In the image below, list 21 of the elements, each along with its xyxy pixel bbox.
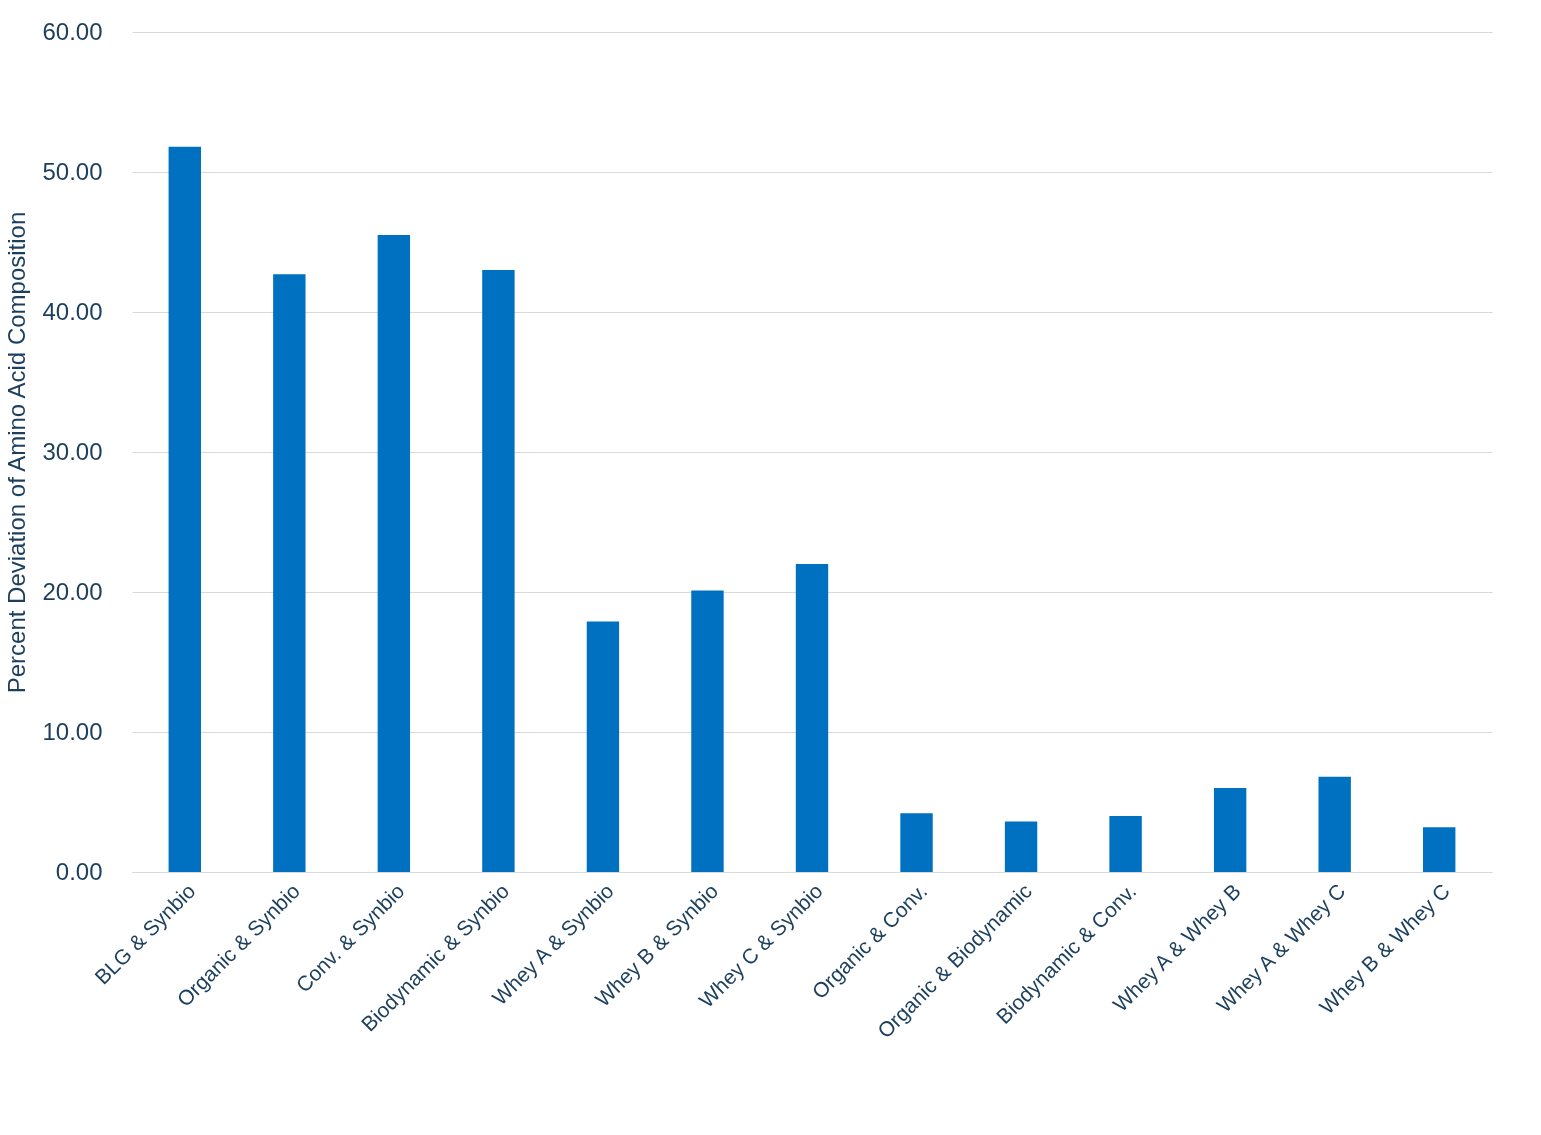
bar [900, 813, 933, 872]
bar [1004, 821, 1038, 872]
bar [482, 270, 515, 872]
y-tick-label: 40.00 [42, 297, 103, 325]
bar [1109, 816, 1142, 872]
bar [1213, 788, 1247, 872]
bar [795, 564, 829, 872]
bar [1423, 827, 1456, 872]
bar [1318, 776, 1351, 872]
y-tick-label: 10.00 [42, 717, 103, 745]
bar [586, 621, 620, 872]
bar [273, 274, 306, 872]
bar [377, 235, 411, 872]
y-tick-label: 60.00 [42, 17, 103, 45]
y-tick-label: 20.00 [42, 577, 103, 605]
y-axis-title: Percent Deviation of Amino Acid Composition [3, 211, 31, 694]
bar [691, 590, 724, 872]
y-tick-label: 0.00 [55, 857, 103, 885]
y-tick-label: 50.00 [42, 157, 103, 185]
bar [168, 146, 201, 872]
y-tick-label: 30.00 [42, 437, 103, 465]
